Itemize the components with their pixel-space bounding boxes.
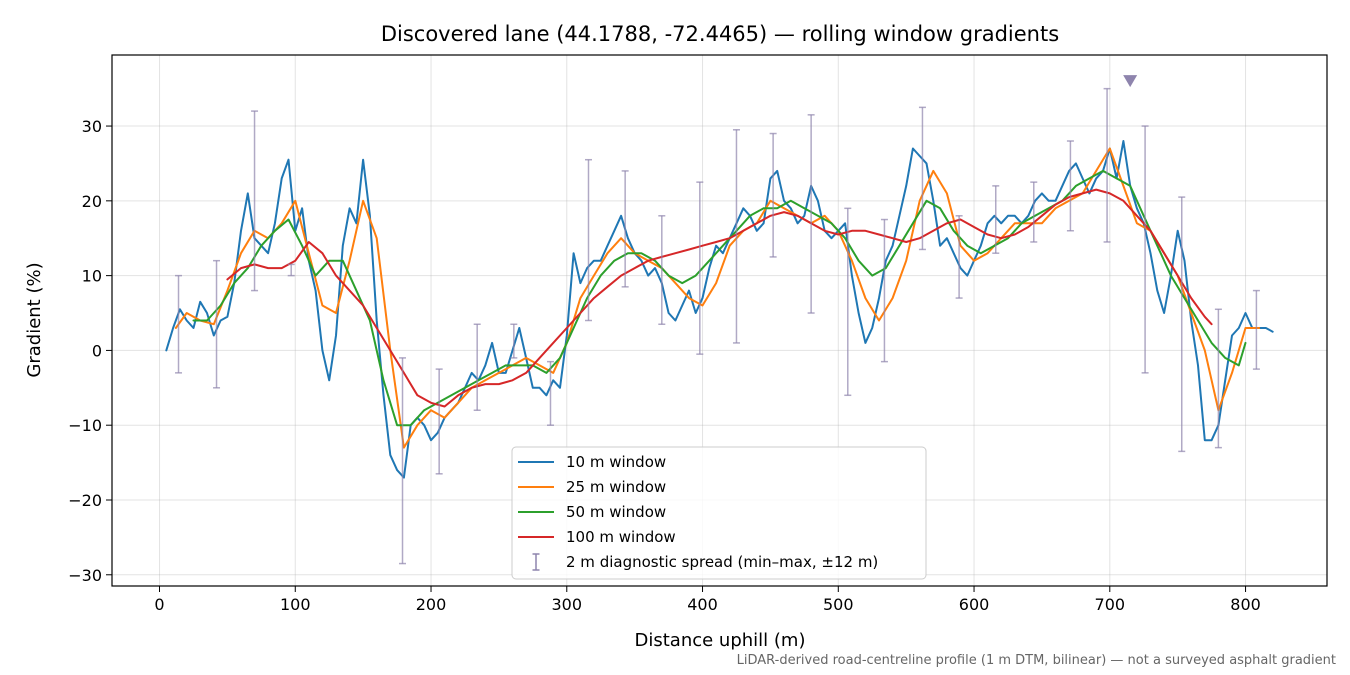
x-axis-label: Distance uphill (m) [635,630,806,651]
x-tick-label: 300 [552,595,583,614]
errorbar [844,207,852,397]
errorbar [546,360,554,426]
y-tick-label: −30 [68,566,102,585]
errorbar [1141,125,1149,374]
legend-item: 50 m window [518,503,666,521]
errorbar [510,323,518,359]
x-tick-label: 100 [280,595,311,614]
errorbar [1178,196,1186,453]
y-tick-label: −20 [68,491,102,510]
legend-label: 100 m window [566,528,676,546]
errorbar [1214,308,1222,449]
legend-item: 100 m window [518,528,676,546]
x-tick-label: 800 [1230,595,1261,614]
errorbar [1252,289,1260,370]
errorbar [175,274,183,374]
errorbar [213,259,221,389]
plot-frame [111,54,1328,587]
errorbar [769,132,777,258]
series-line-2 [174,147,1261,449]
y-tick-label: 30 [82,117,102,136]
annotation-layer [1123,75,1138,88]
x-tick-label: 0 [154,595,164,614]
errorbar [992,185,1000,254]
errorbar [287,263,295,277]
errorbar [918,106,926,251]
x-tick-label: 200 [416,595,447,614]
x-tick-label: 500 [823,595,854,614]
y-tick-label: 0 [92,341,102,360]
errorbar [807,114,815,314]
series-line-3 [192,169,1247,427]
legend: 10 m window 25 m window 50 m window 100 m w… [511,446,927,580]
y-tick-label: 20 [82,192,102,211]
legend-label: 25 m window [566,478,666,496]
errorbar [399,357,407,565]
errorbar [658,215,666,325]
legend-box [511,446,927,580]
errorbar [435,368,443,475]
errorbar [955,215,963,299]
legend-label: 50 m window [566,503,666,521]
y-tick-label: 10 [82,267,102,286]
errorbar [732,129,740,344]
y-axis: −30 −20 −10 0 10 20 30 [68,117,112,585]
errorbar [621,170,629,288]
errorbar [880,218,888,363]
series-line-4 [226,188,1213,408]
x-tick-label: 600 [959,595,990,614]
y-tick-label: −10 [68,416,102,435]
legend-item: 25 m window [518,478,666,496]
x-tick-label: 700 [1095,595,1126,614]
footnote: LiDAR-derived road-centreline profile (1… [737,653,1336,668]
peak-marker [1123,75,1138,88]
series-layer [165,140,1274,479]
errorbar [1066,140,1074,232]
errorbar [584,158,592,322]
y-axis-label: Gradient (%) [24,262,45,377]
errorbar [473,323,481,411]
errorbar [696,181,704,355]
legend-label: 2 m diagnostic spread (min–max, ±12 m) [566,553,878,571]
x-axis: 0 100 200 300 400 500 600 700 800 [154,586,1261,614]
legend-label: 10 m window [566,453,666,471]
errorbar [1030,181,1038,243]
errorbar [251,110,259,292]
chart-title: Discovered lane (44.1788, -72.4465) — ro… [381,22,1059,46]
errorbar [1103,87,1111,243]
legend-item: 10 m window [518,453,666,471]
x-tick-label: 400 [687,595,718,614]
errorbar-layer [175,87,1260,565]
legend-item: 2 m diagnostic spread (min–max, ±12 m) [532,553,878,571]
